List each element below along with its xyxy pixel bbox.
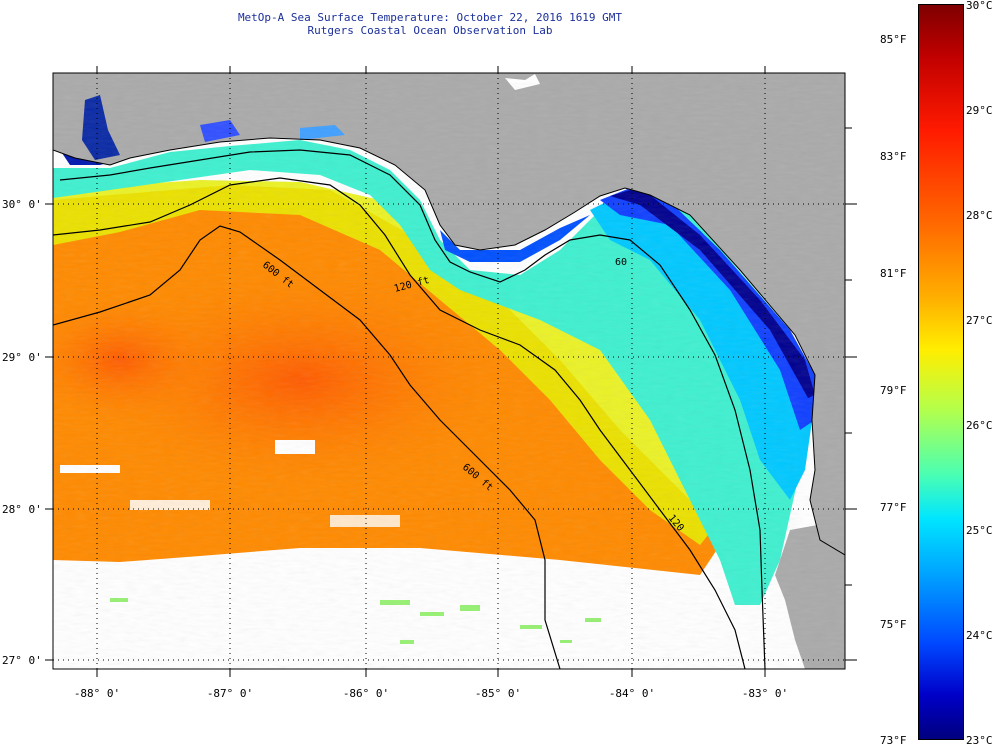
contour-60ft bbox=[59, 149, 766, 669]
colorbar-label-25c: 25°C bbox=[966, 524, 993, 537]
colorbar-label-83f: 83°F bbox=[880, 150, 907, 163]
colorbar-label-23c: 23°C bbox=[966, 734, 993, 747]
colorbar-label-79f: 79°F bbox=[880, 384, 907, 397]
colorbar-label-73f: 73°F bbox=[880, 734, 907, 747]
contour-120ft bbox=[53, 177, 746, 669]
lon-label-86: -86° 0' bbox=[343, 687, 389, 700]
lon-label-88: -88° 0' bbox=[74, 687, 120, 700]
colorbar-label-27c: 27°C bbox=[966, 314, 993, 327]
map-plot-area: 600 ft 120 ft 60 600 ft 120 bbox=[53, 73, 845, 669]
chart-subtitle: Rutgers Coastal Ocean Observation Lab bbox=[307, 24, 553, 37]
frame-ticks bbox=[45, 66, 857, 677]
contour-600ft bbox=[53, 225, 561, 669]
colorbar-label-75f: 75°F bbox=[880, 618, 907, 631]
colorbar-label-77f: 77°F bbox=[880, 501, 907, 514]
colorbar-label-29c: 29°C bbox=[966, 104, 993, 117]
temperature-colorbar bbox=[918, 4, 964, 740]
colorbar-label-24c: 24°C bbox=[966, 629, 993, 642]
lon-label-83: -83° 0' bbox=[742, 687, 788, 700]
colorbar-label-28c: 28°C bbox=[966, 209, 993, 222]
lon-label-85: -85° 0' bbox=[475, 687, 521, 700]
lat-label-30: 30° 0' bbox=[2, 198, 42, 211]
lon-label-87: -87° 0' bbox=[207, 687, 253, 700]
lat-label-28: 28° 0' bbox=[2, 503, 42, 516]
lat-label-29: 29° 0' bbox=[2, 351, 42, 364]
map-frame bbox=[52, 72, 846, 670]
coastline bbox=[53, 137, 845, 556]
lon-label-84: -84° 0' bbox=[609, 687, 655, 700]
chart-title: MetOp-A Sea Surface Temperature: October… bbox=[237, 11, 623, 24]
colorbar-label-85f: 85°F bbox=[880, 33, 907, 46]
colorbar-label-26c: 26°C bbox=[966, 419, 993, 432]
lat-label-27: 27° 0' bbox=[2, 654, 42, 667]
graticule bbox=[53, 73, 845, 669]
sst-map: 600 ft 120 ft 60 600 ft 120 30° 0' 2 bbox=[2, 66, 857, 700]
colorbar-label-81f: 81°F bbox=[880, 267, 907, 280]
contour-label-60: 60 bbox=[615, 257, 627, 268]
colorbar-label-30c: 30°C bbox=[966, 0, 993, 12]
